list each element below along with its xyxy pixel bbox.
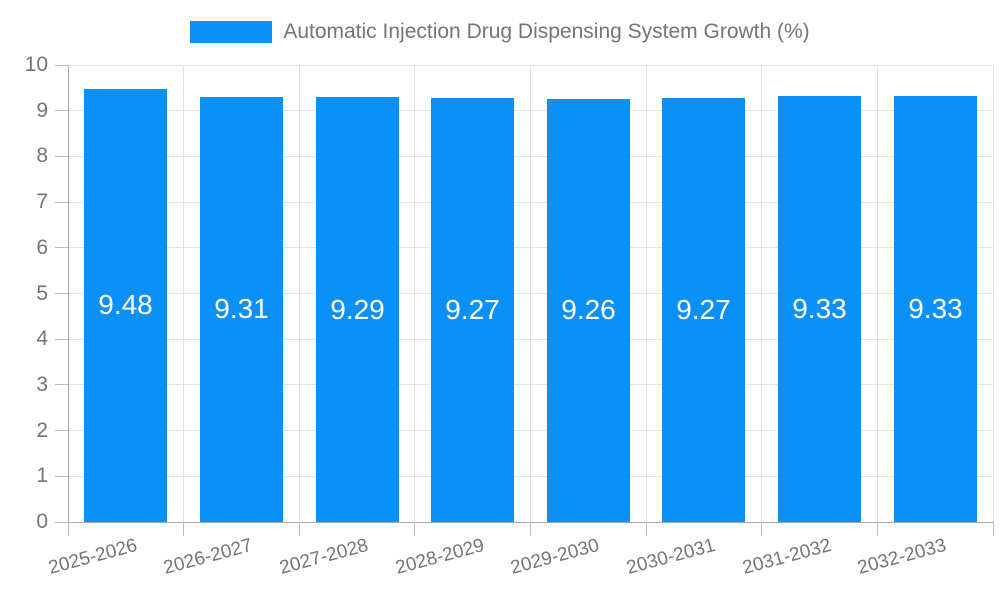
bar-value-label: 9.27 [445,294,500,325]
x-axis-tick [183,522,185,536]
y-axis-tick-label: 2 [36,418,48,442]
bar[interactable] [894,95,977,522]
x-axis-tick [876,522,878,536]
bar-value-label: 9.29 [330,294,385,325]
y-axis-tick [55,430,68,432]
y-axis-tick-label: 5 [36,281,48,305]
bar-value-label: 9.31 [214,293,269,324]
x-gridline [530,65,531,522]
bar-value-label: 9.33 [908,293,963,324]
x-axis-tick-label: 2029-2030 [508,534,602,579]
x-axis-tick [645,522,647,536]
y-axis-tick [55,110,68,112]
legend-item[interactable]: Automatic Injection Drug Dispensing Syst… [0,20,1000,44]
y-axis-tick-label: 8 [36,144,48,168]
x-axis-tick [298,522,300,536]
bar[interactable] [200,96,283,522]
x-axis-tick-label: 2027-2028 [277,534,371,579]
x-gridline [67,65,69,522]
x-axis-tick-label: 2030-2031 [624,534,718,579]
x-gridline [645,65,647,522]
y-axis-tick [55,338,68,340]
bar[interactable] [431,98,514,522]
bar[interactable] [662,98,745,522]
y-axis-tick-label: 10 [24,53,48,76]
y-axis-tick [55,384,68,386]
y-axis-tick-label: 0 [36,510,48,533]
y-axis-tick [55,247,68,249]
y-axis-tick-label: 9 [36,98,48,122]
bar[interactable] [316,97,399,522]
x-axis-tick-label: 2025-2026 [46,534,140,579]
y-axis-tick [55,64,68,66]
y-axis-tick-label: 7 [36,190,48,214]
legend-label: Automatic Injection Drug Dispensing Syst… [283,20,810,43]
x-axis-tick-label: 2032-2033 [855,534,949,579]
bar-value-label: 9.26 [561,294,616,325]
y-axis-tick [55,475,68,477]
bar-value-label: 9.48 [98,289,153,320]
x-axis-tick-label: 2031-2032 [740,534,834,579]
x-axis-tick [992,522,994,536]
bar[interactable] [778,95,861,522]
x-gridline [992,65,994,522]
x-axis-tick-label: 2026-2027 [161,534,255,579]
x-gridline [761,65,763,522]
bar-value-label: 9.33 [792,293,847,324]
x-axis-tick-label: 2028-2029 [393,534,487,579]
x-axis-tick [530,522,531,536]
x-axis-tick [761,522,763,536]
legend-swatch [190,21,273,43]
y-axis-tick-label: 3 [36,372,48,396]
y-axis-tick [55,201,68,203]
x-gridline [298,65,300,522]
x-axis-tick [414,522,416,536]
y-axis-tick-label: 4 [36,327,48,351]
bar[interactable] [547,98,630,522]
x-gridline [414,65,416,522]
y-axis-tick-label: 6 [36,235,48,259]
y-axis-tick [55,293,68,294]
bar[interactable] [84,88,167,522]
x-axis-tick [67,522,69,536]
y-axis-tick [55,521,68,523]
y-axis-tick [55,155,68,157]
x-gridline [876,65,878,522]
bar-value-label: 9.27 [676,294,731,325]
x-gridline [183,65,185,522]
y-axis-tick-label: 1 [36,464,48,488]
